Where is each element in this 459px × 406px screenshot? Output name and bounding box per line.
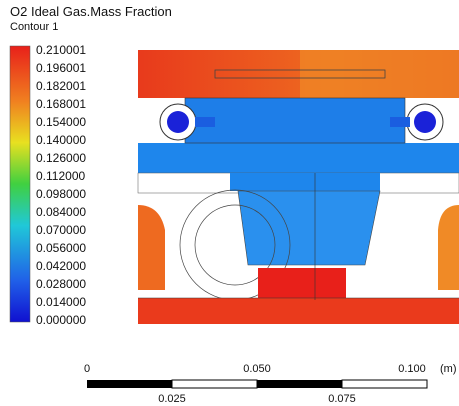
legend-label: 0.000000 [36,313,86,327]
legend-title: O2 Ideal Gas.Mass Fraction [10,4,172,19]
scale-label: 0.050 [243,363,271,375]
legend-label: 0.168001 [36,97,86,111]
legend-label: 0.098000 [36,187,86,201]
viewport: O2 Ideal Gas.Mass Fraction Contour 1 0.2… [0,0,459,406]
legend-label: 0.140000 [36,133,86,147]
contour-plot [138,48,459,325]
scale-label: 0 [84,363,90,375]
legend-label: 0.196001 [36,61,86,75]
legend-label: 0.056000 [36,241,86,255]
scale-segment [87,380,172,388]
scale-label: 0.025 [158,393,186,405]
legend-label: 0.042000 [36,259,86,273]
legend-label: 0.014000 [36,295,86,309]
scale-segment [342,380,427,388]
legend-label: 0.182001 [36,79,86,93]
legend-label: 0.112000 [36,169,85,183]
legend-label: 0.070000 [36,223,86,237]
legend-label: 0.154000 [36,115,86,129]
scale-label: 0.075 [328,393,356,405]
screenshot: O2 Ideal Gas.Mass Fraction Contour 1 0.2… [0,0,459,406]
legend-label: 0.084000 [36,205,86,219]
legend-label: 0.210001 [36,43,86,57]
legend-label: 0.028000 [36,277,86,291]
scale-segment [172,380,257,388]
scale-label: 0.100 [398,363,426,375]
scale-segment [257,380,342,388]
legend-labels: 0.210001 0.196001 0.182001 0.168001 0.154000… [36,43,86,327]
legend-subtitle: Contour 1 [10,21,58,33]
color-bar [10,46,30,322]
scale-unit: (m) [440,363,457,375]
legend-label: 0.126000 [36,151,86,165]
